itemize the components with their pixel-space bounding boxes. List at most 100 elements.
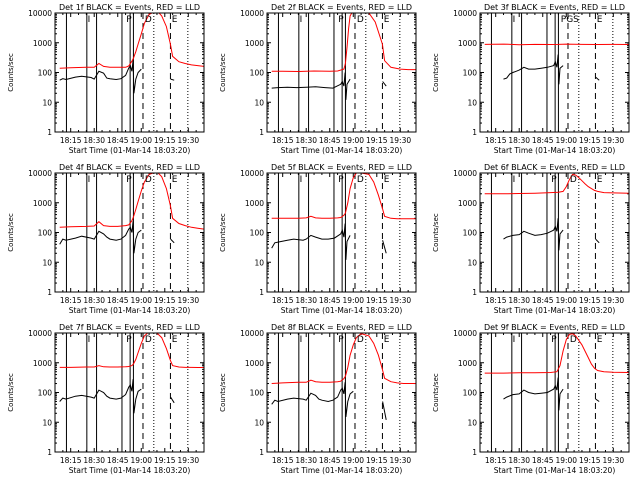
chart-title: Det 3f BLACK = Events, RED = LLD	[484, 3, 625, 12]
x-tick-label: 18:45	[532, 296, 554, 305]
y-tick-label: 1000	[33, 359, 52, 368]
x-tick-label: 18:30	[508, 296, 530, 305]
y-tick-label: 10000	[28, 9, 52, 18]
y-axis-label: Counts/sec	[432, 53, 440, 92]
y-tick-label: 1	[259, 128, 264, 137]
y-axis-label: Counts/sec	[7, 53, 15, 92]
events-series-line	[595, 238, 600, 244]
x-tick-label: 19:30	[603, 456, 625, 465]
x-tick-label: 19:00	[130, 136, 152, 145]
y-axis-label: Counts/sec	[219, 213, 227, 252]
lld-series-line	[484, 333, 629, 374]
y-tick-label: 10000	[240, 169, 264, 178]
x-tick-label: 19:15	[366, 456, 388, 465]
plot-frame	[266, 172, 417, 293]
y-tick-label: 1000	[245, 199, 264, 208]
y-tick-label: 1000	[245, 359, 264, 368]
x-tick-label: 19:00	[555, 456, 577, 465]
x-tick-label: 18:45	[532, 456, 554, 465]
x-tick-label: 18:45	[319, 456, 341, 465]
plot-frame	[479, 12, 630, 133]
lld-series-line	[271, 13, 416, 73]
y-tick-label: 100	[463, 389, 478, 398]
lld-series-line	[59, 13, 204, 69]
marker-letter: P	[338, 15, 344, 25]
x-tick-label: 18:30	[295, 456, 317, 465]
lld-series-line	[484, 43, 629, 46]
marker-letter: PGS	[561, 15, 579, 25]
chart-title: Det 7f BLACK = Events, RED = LLD	[59, 323, 200, 332]
plot-frame	[266, 12, 417, 133]
x-tick-label: 18:45	[107, 456, 129, 465]
x-tick-label: 19:00	[130, 296, 152, 305]
marker-letter: P	[338, 175, 344, 185]
y-tick-label: 1000	[458, 359, 477, 368]
chart-panel-6: Det 6f BLACK = Events, RED = LLD Counts/s…	[432, 163, 630, 315]
marker-letter: E	[172, 175, 178, 185]
x-tick-label: 19:30	[603, 136, 625, 145]
marker-letter: I	[300, 175, 303, 185]
x-tick-label: 18:30	[83, 136, 105, 145]
plot-frame	[54, 12, 205, 133]
y-axis-label: Counts/sec	[7, 373, 15, 412]
plot-frame	[266, 332, 417, 453]
marker-letter: D	[145, 335, 152, 345]
y-tick-label: 100	[463, 229, 478, 238]
y-axis-label: Counts/sec	[219, 53, 227, 92]
marker-letter: P	[126, 335, 132, 345]
events-series-line	[382, 240, 387, 254]
chart-title: Det 9f BLACK = Events, RED = LLD	[484, 323, 625, 332]
x-tick-label: 18:30	[295, 136, 317, 145]
marker-letter: E	[384, 15, 390, 25]
y-tick-label: 10	[254, 258, 264, 267]
x-tick-label: 19:30	[390, 136, 412, 145]
chart-title: Det 1f BLACK = Events, RED = LLD	[59, 3, 200, 12]
x-tick-label: 18:15	[272, 296, 294, 305]
y-tick-label: 100	[250, 69, 265, 78]
x-tick-label: 18:45	[319, 296, 341, 305]
x-tick-label: 19:15	[579, 456, 601, 465]
y-tick-label: 100	[250, 389, 265, 398]
x-axis-label: Start Time (01-Mar-14 18:03:20)	[494, 466, 616, 475]
marker-letter: I	[88, 175, 91, 185]
x-tick-label: 18:45	[532, 136, 554, 145]
marker-letter: D	[570, 175, 577, 185]
events-series-line	[271, 72, 351, 100]
y-tick-label: 1000	[33, 199, 52, 208]
x-tick-label: 18:30	[83, 296, 105, 305]
chart-panel-7: Det 7f BLACK = Events, RED = LLD Counts/s…	[7, 323, 205, 475]
x-tick-label: 18:30	[508, 456, 530, 465]
x-tick-label: 19:30	[178, 296, 200, 305]
x-axis-label: Start Time (01-Mar-14 18:03:20)	[69, 466, 191, 475]
y-tick-label: 1	[472, 128, 477, 137]
x-tick-label: 18:30	[508, 136, 530, 145]
events-series-line	[595, 398, 600, 402]
y-tick-label: 1	[47, 448, 52, 457]
y-tick-label: 10	[467, 418, 477, 427]
y-tick-label: 1000	[458, 39, 477, 48]
y-axis-label: Counts/sec	[219, 373, 227, 412]
y-tick-label: 1	[259, 448, 264, 457]
x-tick-label: 18:15	[485, 456, 507, 465]
events-series-line	[503, 377, 564, 411]
marker-letter: E	[172, 15, 178, 25]
y-tick-label: 10000	[28, 169, 52, 178]
x-tick-label: 18:15	[272, 136, 294, 145]
marker-letter: D	[570, 335, 577, 345]
marker-letter: P	[126, 15, 132, 25]
marker-letter: P	[126, 175, 132, 185]
y-tick-label: 10000	[240, 329, 264, 338]
x-tick-label: 18:15	[485, 136, 507, 145]
y-axis-label: Counts/sec	[432, 213, 440, 252]
chart-panel-4: Det 4f BLACK = Events, RED = LLD Counts/s…	[7, 163, 205, 315]
marker-letter: E	[597, 15, 603, 25]
marker-letter: I	[513, 15, 516, 25]
marker-letter: D	[145, 15, 152, 25]
y-tick-label: 10	[467, 98, 477, 107]
x-axis-label: Start Time (01-Mar-14 18:03:20)	[494, 146, 616, 155]
x-tick-label: 18:45	[107, 136, 129, 145]
y-tick-label: 10	[254, 98, 264, 107]
y-tick-label: 10	[467, 258, 477, 267]
chart-panel-5: Det 5f BLACK = Events, RED = LLD Counts/s…	[219, 163, 417, 315]
marker-letter: E	[597, 175, 603, 185]
